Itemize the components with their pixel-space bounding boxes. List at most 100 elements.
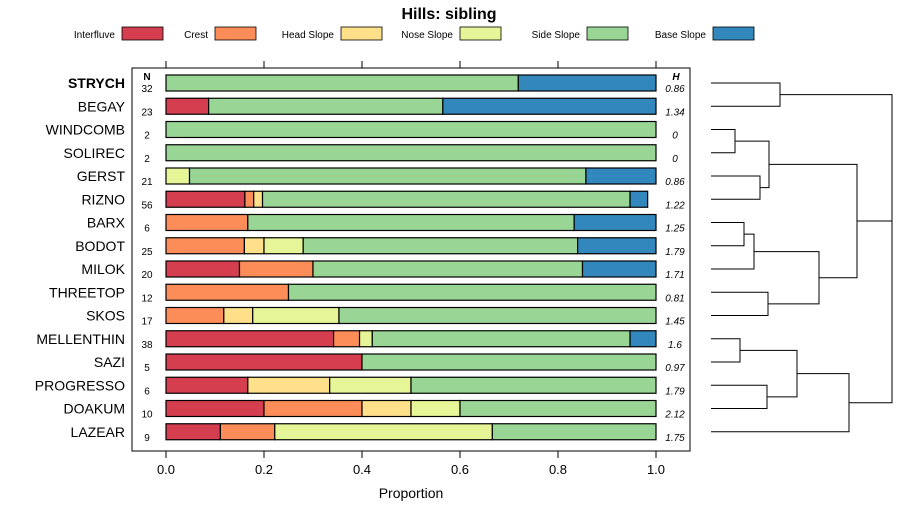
row-n-value: 25 <box>141 247 153 258</box>
dendrogram-link <box>711 373 850 433</box>
x-tick-label: 0.4 <box>353 462 371 477</box>
legend-label-base-slope: Base Slope <box>655 30 707 41</box>
bar-segment-side-slope <box>287 283 657 301</box>
legend-swatch-crest <box>214 26 257 41</box>
bar-segment-crest <box>238 260 314 278</box>
legend-swatch-head-slope <box>340 26 383 41</box>
bar-segment-side-slope <box>188 167 587 185</box>
dendrogram-link <box>711 129 736 154</box>
row-rizno: RIZNO 56 1.22 <box>81 190 685 211</box>
chart-title: Hills: sibling <box>401 6 496 23</box>
bar-segment-side-slope <box>247 213 575 232</box>
bar-segment-base-slope <box>581 260 657 278</box>
row-label: THREETOP <box>49 284 125 300</box>
bar-segment-side-slope <box>261 190 631 208</box>
legend-swatch-base-slope <box>712 26 755 41</box>
x-axis-label: Proportion <box>379 485 444 501</box>
row-h-value: 1.6 <box>668 340 682 351</box>
bar-segment-crest <box>263 399 363 418</box>
row-doakum: DOAKUM 10 2.12 <box>64 399 685 421</box>
bar-segment-side-slope <box>491 423 657 441</box>
bar-segment-side-slope <box>410 376 657 394</box>
bar-segment-side-slope <box>302 237 579 255</box>
row-label: WINDCOMB <box>46 122 125 138</box>
bar-segment-side-slope <box>371 330 631 348</box>
row-h-value: 1.34 <box>665 107 685 118</box>
row-n-value: 56 <box>141 200 153 211</box>
row-windcomb: WINDCOMB 2 0 <box>46 120 678 142</box>
legend-label-side-slope: Side Slope <box>532 30 581 41</box>
legend-label-crest: Crest <box>184 30 208 41</box>
bar-segment-nose-slope <box>358 330 373 348</box>
bar-segment-base-slope <box>629 190 649 208</box>
bar-segment-base-slope <box>517 74 657 92</box>
row-label: DOAKUM <box>64 401 125 417</box>
row-h-value: 1.25 <box>665 224 685 235</box>
dendrogram-link <box>735 140 770 189</box>
row-n-value: 20 <box>141 270 153 281</box>
bar-segment-head-slope <box>243 237 265 255</box>
bar-segment-interfluve <box>165 423 221 441</box>
row-label: STRYCH <box>68 75 125 91</box>
row-h-value: 1.71 <box>665 270 684 281</box>
bar-segment-interfluve <box>165 353 363 371</box>
row-h-value: 0 <box>672 154 678 165</box>
bar-segment-interfluve <box>165 190 246 208</box>
dendrogram-link <box>711 82 781 107</box>
row-mellenthin: MELLENTHIN 38 1.6 <box>36 330 682 351</box>
row-n-value: 9 <box>144 433 150 444</box>
row-h-value: 1.22 <box>665 200 685 211</box>
row-n-value: 2 <box>144 154 150 165</box>
x-tick-label: 0.0 <box>157 462 175 477</box>
row-n-value: 10 <box>141 410 153 421</box>
row-bodot: BODOT 25 1.79 <box>75 237 685 258</box>
row-label: LAZEAR <box>71 424 125 440</box>
bar-segment-head-slope <box>223 306 254 325</box>
row-sazi: SAZI 5 0.97 <box>94 353 685 374</box>
bar-segment-base-slope <box>585 167 657 185</box>
row-h-value: 1.45 <box>665 317 685 328</box>
bar-segment-head-slope <box>361 399 412 418</box>
dendrogram <box>711 82 893 433</box>
row-label: BEGAY <box>78 98 126 114</box>
bar-segment-head-slope <box>247 376 331 394</box>
row-label: SKOS <box>86 308 125 324</box>
h-column-header: H <box>672 72 680 83</box>
row-h-value: 1.79 <box>665 386 685 397</box>
bar-segment-interfluve <box>165 330 335 348</box>
bar-segment-interfluve <box>165 260 241 278</box>
legend-label-interfluve: Interfluve <box>74 30 116 41</box>
row-n-value: 23 <box>141 107 153 118</box>
bar-segment-side-slope <box>312 260 584 278</box>
n-column-header: N <box>143 72 150 83</box>
row-h-value: 0 <box>672 131 678 142</box>
row-h-value: 0.81 <box>665 293 684 304</box>
row-label: RIZNO <box>81 191 125 207</box>
row-h-value: 1.79 <box>665 247 685 258</box>
bar-segment-crest <box>165 283 290 301</box>
bar-segment-crest <box>165 237 246 255</box>
row-label: BODOT <box>75 238 125 254</box>
top-axis-ticks <box>165 61 657 68</box>
row-n-value: 32 <box>141 84 153 95</box>
bar-segment-nose-slope <box>165 167 191 185</box>
bar-segment-base-slope <box>629 330 657 348</box>
row-n-value: 6 <box>144 224 150 235</box>
row-label: PROGRESSO <box>35 377 125 393</box>
bar-segment-side-slope <box>165 74 519 92</box>
dendrogram-link <box>711 175 761 200</box>
row-begay: BEGAY 23 1.34 <box>78 97 685 118</box>
row-threetop: THREETOP 12 0.81 <box>49 283 685 304</box>
dendrogram-link <box>780 94 893 222</box>
dendrogram-link <box>711 384 768 409</box>
row-n-value: 17 <box>141 317 153 328</box>
row-n-value: 5 <box>144 363 150 374</box>
dendrogram-link <box>711 291 769 316</box>
row-milok: MILOK 20 1.71 <box>81 260 685 281</box>
row-strych: STRYCH 32 0.86 <box>68 74 685 95</box>
row-h-value: 0.97 <box>665 363 685 374</box>
bar-segment-side-slope <box>338 306 657 325</box>
bar-segment-side-slope <box>165 144 657 162</box>
legend-swatch-interfluve <box>121 26 164 41</box>
bar-segment-nose-slope <box>252 306 340 325</box>
